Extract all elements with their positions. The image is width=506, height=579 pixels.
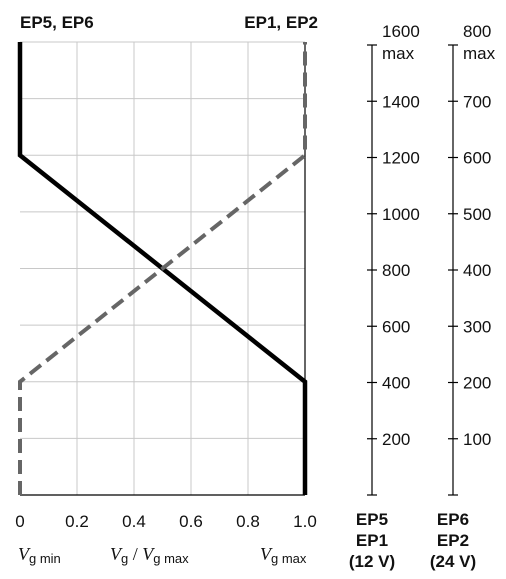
x-tick-labels: 0 0.2 0.4 0.6 0.8 1.0 <box>15 512 317 531</box>
xlabel-ratio-sub2: g max <box>153 551 189 566</box>
axis-24v-max-label: max <box>463 44 496 63</box>
axis-24v-caption: EP2 <box>437 531 469 550</box>
axis-24v-tick-label: 400 <box>463 261 491 280</box>
xlabel-ratio-sep: / <box>128 544 142 564</box>
axis-12v-max-label: max <box>382 44 415 63</box>
axis-24v-tick-label: 800 <box>463 22 491 41</box>
xlabel-vg-min: Vg min <box>18 544 61 566</box>
xlabel-ratio: Vg / Vg max <box>110 544 189 566</box>
axis-12v-tick-label: 400 <box>382 374 410 393</box>
axis-12v-caption: EP5 <box>356 510 388 529</box>
x-tick-label: 0.8 <box>236 512 260 531</box>
axis-24v-caption: (24 V) <box>430 552 476 571</box>
axis-24v-caption: EP6 <box>437 510 469 529</box>
x-tick-label: 0.4 <box>122 512 146 531</box>
xlabel-ratio-sub: g <box>121 551 128 566</box>
axis-12v-caption: (12 V) <box>349 552 395 571</box>
axis-24v-tick-label: 600 <box>463 149 491 168</box>
axis-12v-tick-label: 1000 <box>382 205 420 224</box>
x-tick-label: 0.6 <box>179 512 203 531</box>
axis-12v-tick-label: 1200 <box>382 149 420 168</box>
header-left: EP5, EP6 <box>20 13 94 32</box>
series-dashed-line <box>18 42 307 495</box>
header-right: EP1, EP2 <box>244 13 318 32</box>
axis-12v-tick-label: 600 <box>382 317 410 336</box>
chart-series <box>17 42 308 495</box>
axis-24v-tick-label: 200 <box>463 374 491 393</box>
axis-12v-tick-label: 200 <box>382 430 410 449</box>
xlabel-vg-max-main: V <box>260 544 273 564</box>
axis-12v-caption: EP1 <box>356 531 388 550</box>
x-tick-label: 1.0 <box>293 512 317 531</box>
axis-24v-tick-label: 100 <box>463 430 491 449</box>
xlabel-ratio-main2: V <box>142 544 155 564</box>
xlabel-vg-max-sub: g max <box>271 551 307 566</box>
x-tick-label: 0.2 <box>65 512 89 531</box>
axis-12v-tick-label: 1400 <box>382 92 420 111</box>
x-tick-label: 0 <box>15 512 24 531</box>
xlabel-vg-min-sub: g min <box>29 551 61 566</box>
axis-12v-tick-label: 800 <box>382 261 410 280</box>
axis-24v-tick-label: 700 <box>463 92 491 111</box>
axis-24v-tick-label: 500 <box>463 205 491 224</box>
axis-24v-tick-label: 300 <box>463 317 491 336</box>
xlabel-ratio-main: V <box>110 544 123 564</box>
chart-axes: 200 400 600 800 1000 1200 1400 1600 max EP5 EP1 (12… <box>349 22 496 571</box>
axis-12v-tick-label: 1600 <box>382 22 420 41</box>
xlabel-vg-min-main: V <box>18 544 31 564</box>
xlabel-vg-max: Vg max <box>260 544 307 566</box>
